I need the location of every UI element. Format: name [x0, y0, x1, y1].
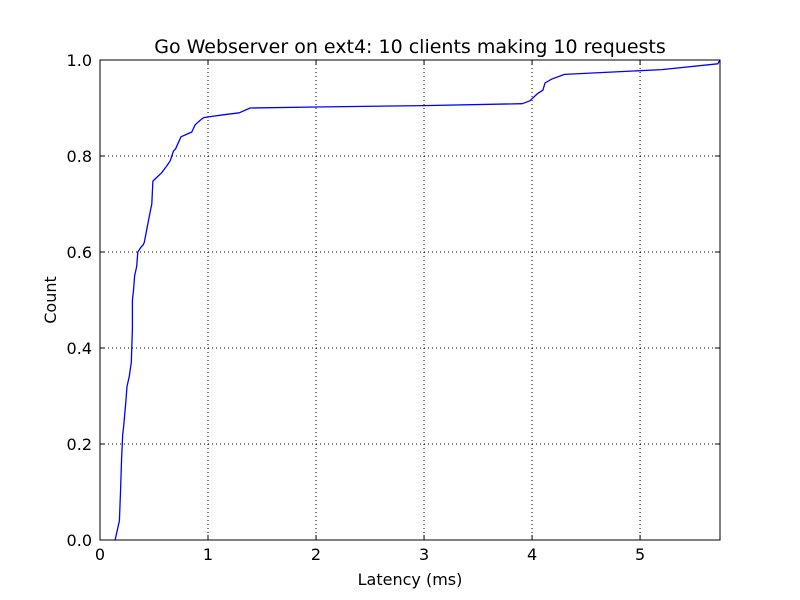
x-tick-label: 4: [527, 545, 537, 564]
grid: [100, 60, 720, 540]
y-axis-label: Count: [41, 276, 60, 324]
x-axis-label: Latency (ms): [358, 570, 463, 589]
x-tick-label: 1: [203, 545, 213, 564]
y-tick-label: 0.8: [67, 147, 92, 166]
y-tick-label: 0.6: [67, 243, 92, 262]
chart-title: Go Webserver on ext4: 10 clients making …: [154, 36, 666, 58]
x-tick-label: 0: [95, 545, 105, 564]
axes: 0 1 2 3 4 5 0.0 0.2 0.4 0.6 0.8 1.0: [67, 51, 721, 564]
latency-cdf-line: [114, 59, 721, 541]
data-layer: [114, 59, 721, 541]
x-tick-label: 2: [311, 545, 321, 564]
y-tick-label: 0.0: [67, 531, 92, 550]
x-tick-label: 5: [635, 545, 645, 564]
y-tick-label: 1.0: [67, 51, 92, 70]
y-tick-label: 0.4: [67, 339, 92, 358]
y-tick-label: 0.2: [67, 435, 92, 454]
x-tick-label: 3: [419, 545, 429, 564]
plot-frame: [99, 59, 721, 541]
